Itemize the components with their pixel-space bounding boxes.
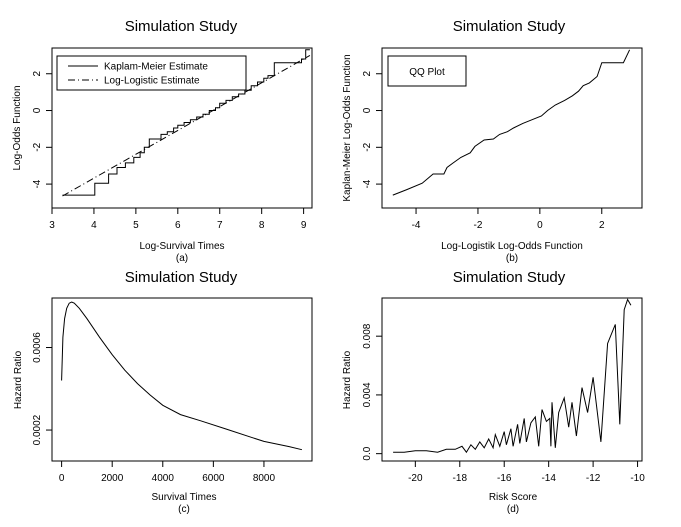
- panel-a-x-tick-label: 8: [259, 220, 265, 231]
- panel-a-legend: Kaplam-Meier Estimate Log-Logistic Estim…: [56, 55, 247, 91]
- panel-a-log-logistic-line: [62, 54, 311, 197]
- panel-b-ticks: -4 -2 0 2 -4 -2 0 2: [362, 71, 605, 231]
- panel-a-legend-label-ll: Log-Logistic Estimate: [104, 76, 200, 87]
- panel-d-x-tick-label: -18: [453, 473, 468, 484]
- panel-c-title: Simulation Study: [125, 269, 238, 286]
- panel-a-x-tick-label: 9: [301, 220, 307, 231]
- panel-c-ylabel: Hazard Ratio: [13, 350, 24, 409]
- panel-a: Simulation Study 3 4 5 6 7 8 9 -4 -2 0 2 Kaplam-Me…: [12, 18, 313, 264]
- panel-b-title: Simulation Study: [453, 18, 566, 35]
- panel-b-y-tick-label: -4: [362, 179, 373, 188]
- panel-a-ticks: 3 4 5 6 7 8 9 -4 -2 0 2: [32, 71, 307, 231]
- panel-d-x-tick-label: -16: [497, 473, 512, 484]
- panel-d-caption: (d): [507, 504, 519, 515]
- panel-a-caption: (a): [176, 253, 188, 264]
- panel-c-x-tick-label: 2000: [101, 473, 124, 484]
- panel-c-hazard-line: [61, 301, 303, 451]
- panel-d-y-tick-label: 0.004: [362, 382, 373, 407]
- panel-a-legend-label-km: Kaplam-Meier Estimate: [104, 62, 208, 73]
- panel-a-x-tick-label: 6: [175, 220, 181, 231]
- panel-a-legend-box: [56, 55, 247, 91]
- panel-d-plot-frame: [381, 297, 643, 462]
- panel-b: Simulation Study -4 -2 0 2 -4 -2 0 2 QQ Plot Lo…: [342, 18, 643, 264]
- panel-c-x-tick-label: 8000: [253, 473, 276, 484]
- panel-d-x-tick-label: -12: [586, 473, 601, 484]
- panel-b-plot-frame: [381, 47, 643, 209]
- panel-b-legend: QQ Plot: [387, 55, 467, 87]
- panel-d-xlabel: Risk Score: [489, 492, 538, 503]
- panel-a-y-tick-label: -4: [32, 179, 43, 188]
- panel-b-x-tick-label: 2: [599, 220, 605, 231]
- panel-c-x-tick-label: 6000: [202, 473, 225, 484]
- panel-a-y-tick-label: 2: [32, 71, 43, 77]
- panel-b-y-tick-label: 0: [362, 107, 373, 113]
- panel-d-ylabel: Hazard Ratio: [342, 350, 353, 409]
- panel-a-x-tick-label: 5: [133, 220, 139, 231]
- panel-b-caption: (b): [506, 253, 518, 264]
- panel-c-caption: (c): [178, 504, 190, 515]
- panel-d: Simulation Study -20 -18 -16 -14 -12 -10 0.0 0.…: [342, 269, 645, 515]
- panel-d-title: Simulation Study: [453, 269, 566, 286]
- panel-b-y-tick-label: -2: [362, 142, 373, 151]
- panel-d-y-tick-label: 0.0: [362, 446, 373, 460]
- panel-a-x-tick-label: 4: [91, 220, 97, 231]
- panel-b-x-tick-label: -4: [412, 220, 421, 231]
- panel-a-title: Simulation Study: [125, 18, 238, 35]
- panel-d-x-tick-label: -10: [630, 473, 645, 484]
- panel-b-y-tick-label: 2: [362, 71, 373, 77]
- panel-d-y-tick-label: 0.008: [362, 323, 373, 348]
- panel-d-hazard-line: [393, 298, 632, 454]
- panel-d-x-tick-label: -20: [408, 473, 423, 484]
- panel-a-plot-frame: [51, 47, 313, 209]
- panel-a-y-tick-label: -2: [32, 142, 43, 151]
- panel-c-y-tick-label: 0.0002: [32, 414, 43, 445]
- panel-a-x-tick-label: 3: [49, 220, 55, 231]
- panel-c-x-tick-label: 4000: [152, 473, 175, 484]
- panel-c: Simulation Study 0 2000 4000 6000 8000 0.0002…: [13, 269, 313, 515]
- panel-c-ticks: 0 2000 4000 6000 8000 0.0002 0.0006: [32, 332, 276, 484]
- panel-b-legend-box: [387, 55, 467, 87]
- panel-b-qq-line: [392, 49, 631, 196]
- panel-c-xlabel: Survival Times: [151, 492, 216, 503]
- panel-d-ticks: -20 -18 -16 -14 -12 -10 0.0 0.004 0.008: [362, 323, 645, 484]
- panel-b-x-tick-label: 0: [537, 220, 543, 231]
- panel-c-plot-frame: [51, 297, 313, 462]
- panel-a-xlabel: Log-Survival Times: [139, 241, 224, 252]
- panel-a-ylabel: Log-Odds Function: [12, 85, 23, 170]
- panel-a-y-tick-label: 0: [32, 107, 43, 113]
- panel-b-ylabel: Kaplan-Meier Log-Odds Function: [342, 54, 353, 201]
- panel-c-x-tick-label: 0: [59, 473, 65, 484]
- panel-d-x-tick-label: -14: [541, 473, 556, 484]
- panel-a-x-tick-label: 7: [217, 220, 223, 231]
- panel-b-xlabel: Log-Logistik Log-Odds Function: [441, 241, 583, 252]
- panel-b-x-tick-label: -2: [473, 220, 482, 231]
- panel-c-y-tick-label: 0.0006: [32, 332, 43, 363]
- panel-b-legend-label: QQ Plot: [409, 67, 445, 78]
